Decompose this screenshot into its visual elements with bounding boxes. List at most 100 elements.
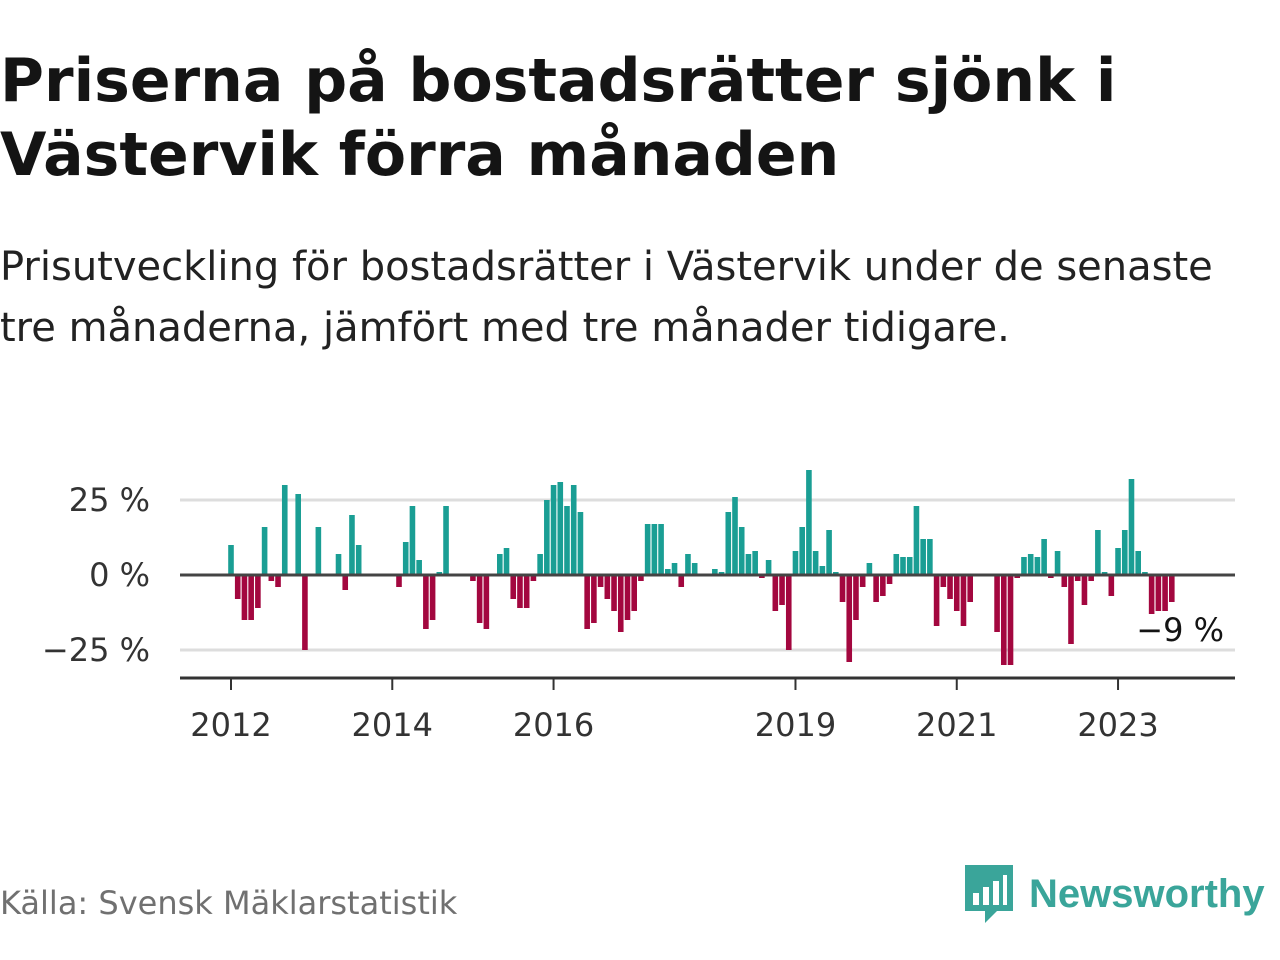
bar bbox=[1021, 557, 1027, 575]
bar bbox=[396, 575, 402, 587]
bar bbox=[275, 575, 281, 587]
bar bbox=[940, 575, 947, 587]
bar bbox=[1034, 557, 1041, 575]
bar bbox=[355, 545, 362, 575]
bar bbox=[530, 575, 537, 581]
x-tick-label: 2014 bbox=[352, 706, 433, 744]
bar bbox=[584, 575, 590, 629]
bar bbox=[779, 575, 785, 605]
bar bbox=[1007, 575, 1014, 665]
bar bbox=[906, 557, 913, 575]
x-tick-label: 2021 bbox=[916, 706, 997, 744]
bar bbox=[886, 575, 893, 584]
bar bbox=[557, 482, 564, 575]
bar bbox=[597, 575, 604, 587]
bar bbox=[255, 575, 261, 608]
bar bbox=[893, 554, 900, 575]
brand-name: Newsworthy bbox=[1029, 871, 1265, 916]
bar bbox=[772, 575, 779, 611]
bar bbox=[1061, 575, 1068, 587]
bar bbox=[752, 551, 758, 575]
x-tick-label: 2019 bbox=[755, 706, 836, 744]
source-note: Källa: Svensk Mäklarstatistik bbox=[0, 884, 458, 922]
bar bbox=[423, 575, 429, 629]
bar bbox=[604, 575, 611, 599]
bar bbox=[638, 575, 644, 581]
bar bbox=[1128, 479, 1135, 575]
bar bbox=[1001, 575, 1007, 665]
bar bbox=[960, 575, 967, 626]
bar bbox=[550, 485, 557, 575]
bar bbox=[651, 524, 658, 575]
bar bbox=[342, 575, 349, 590]
bar bbox=[315, 527, 322, 575]
bar bbox=[281, 485, 288, 575]
bar bbox=[1155, 575, 1162, 611]
bar bbox=[1081, 575, 1088, 605]
bar bbox=[268, 575, 275, 581]
bar bbox=[335, 554, 342, 575]
bar bbox=[564, 506, 570, 575]
bar bbox=[644, 524, 651, 575]
bar bbox=[228, 545, 234, 575]
bar bbox=[302, 575, 308, 650]
y-tick-label: 0 % bbox=[89, 556, 150, 594]
bar bbox=[1054, 551, 1061, 575]
bar bbox=[476, 575, 483, 623]
bar bbox=[1162, 575, 1168, 611]
newsworthy-logo-icon bbox=[965, 865, 1013, 923]
bar bbox=[785, 575, 792, 650]
bar bbox=[497, 554, 503, 575]
bar bbox=[591, 575, 597, 623]
bar bbox=[523, 575, 530, 608]
bar bbox=[792, 551, 799, 575]
bar bbox=[658, 524, 664, 575]
bar bbox=[416, 560, 422, 575]
bar bbox=[839, 575, 846, 602]
bar bbox=[859, 575, 866, 587]
bar bbox=[799, 527, 805, 575]
bar bbox=[738, 527, 745, 575]
brand-logo: Newsworthy bbox=[963, 862, 1265, 926]
tick-labels: 25 % 0 % −25 % 2012 2014 2016 2019 2021 2023 −9 % bbox=[42, 481, 1224, 744]
bar bbox=[671, 563, 678, 575]
bar bbox=[866, 563, 873, 575]
bar bbox=[241, 575, 248, 620]
bar bbox=[409, 506, 416, 575]
bar bbox=[1148, 575, 1155, 614]
bar bbox=[470, 575, 476, 581]
bar bbox=[624, 575, 631, 620]
bar bbox=[483, 575, 490, 629]
bar-chart: 25 % 0 % −25 % 2012 2014 2016 2019 2021 2023 −9 % bbox=[42, 470, 1235, 744]
bar bbox=[537, 554, 543, 575]
bar bbox=[812, 551, 819, 575]
bar bbox=[443, 506, 449, 575]
y-tick-label: −25 % bbox=[42, 631, 150, 669]
bar bbox=[349, 515, 355, 575]
bar bbox=[429, 575, 436, 620]
bar bbox=[880, 575, 886, 596]
bar bbox=[234, 575, 241, 599]
last-value-label: −9 % bbox=[1136, 611, 1224, 649]
bar bbox=[873, 575, 879, 602]
bar bbox=[900, 557, 906, 575]
gridlines bbox=[180, 498, 1235, 652]
bar bbox=[248, 575, 254, 620]
bar bbox=[806, 470, 812, 575]
bar bbox=[544, 500, 550, 575]
bar bbox=[517, 575, 523, 608]
bar bbox=[953, 575, 960, 611]
bar bbox=[853, 575, 859, 620]
bar bbox=[510, 575, 517, 599]
bar bbox=[745, 554, 752, 575]
chart-title: Priserna på bostadsrätter sjönk i Väster… bbox=[0, 46, 1117, 190]
bar bbox=[913, 506, 920, 575]
bar bbox=[611, 575, 617, 611]
bar bbox=[819, 566, 826, 575]
bar bbox=[732, 497, 738, 575]
bar bbox=[685, 554, 691, 575]
bar bbox=[1074, 575, 1081, 581]
bar bbox=[295, 494, 301, 575]
bar-series bbox=[228, 470, 1175, 665]
chart-subtitle: Prisutveckling för bostadsrätter i Väste… bbox=[0, 244, 1213, 351]
